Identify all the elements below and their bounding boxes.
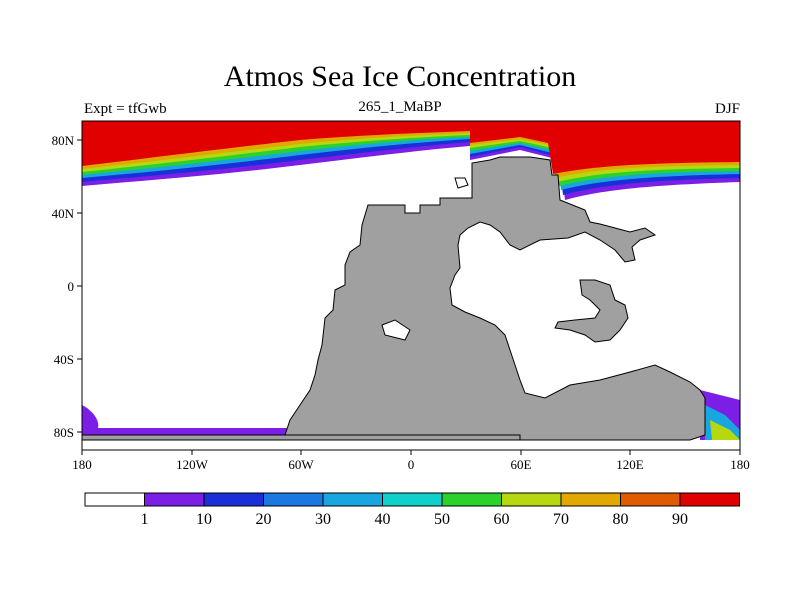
x-tick-label: 60W — [288, 457, 314, 472]
colorbar-swatch — [84, 492, 145, 507]
y-tick-label: 80N — [52, 133, 75, 148]
colorbar-swatch — [203, 492, 264, 507]
arctic-ice-west — [82, 121, 470, 186]
colorbar-swatch — [322, 492, 383, 507]
colorbar-label: 10 — [196, 511, 212, 528]
colorbar-labels: 1 10 20 30 40 50 60 70 80 90 — [141, 511, 689, 528]
land-masses — [82, 156, 706, 441]
pangaea-continent — [82, 156, 706, 441]
colorbar-swatch — [382, 492, 443, 507]
colorbar — [84, 492, 740, 507]
period-label: 265_1_MaBP — [358, 99, 442, 115]
colorbar-label: 20 — [256, 511, 272, 528]
antarctica — [82, 434, 521, 441]
x-axis-labels: 180 120W 60W 0 60E 120E 180 — [72, 457, 750, 472]
y-tick-label: 40N — [52, 206, 75, 221]
x-tick-label: 180 — [72, 457, 92, 472]
arctic-ice-east — [470, 121, 740, 200]
experiment-label: Expt = tfGwb — [84, 101, 167, 117]
colorbar-swatch — [679, 492, 740, 507]
colorbar-swatch — [620, 492, 681, 507]
colorbar-label: 30 — [315, 511, 331, 528]
x-tick-label: 0 — [408, 457, 415, 472]
colorbar-label: 40 — [375, 511, 391, 528]
map-plot-area — [82, 121, 740, 450]
colorbar-label: 1 — [141, 511, 149, 528]
colorbar-swatch — [144, 492, 205, 507]
y-tick-label: 80S — [54, 425, 74, 440]
map-title: Atmos Sea Ice Concentration — [223, 60, 577, 93]
x-tick-label: 120W — [176, 457, 209, 472]
colorbar-swatch — [560, 492, 621, 507]
colorbar-label: 70 — [553, 511, 569, 528]
eastern-island — [554, 279, 629, 343]
colorbar-label: 80 — [613, 511, 629, 528]
x-tick-label: 120E — [616, 457, 644, 472]
colorbar-swatch — [441, 492, 502, 507]
colorbar-swatch — [501, 492, 562, 507]
colorbar-label: 90 — [672, 511, 688, 528]
x-tick-label: 60E — [511, 457, 532, 472]
colorbar-label: 60 — [494, 511, 510, 528]
axis-ticks — [77, 139, 741, 455]
season-label: DJF — [714, 101, 740, 117]
y-axis-labels: 80N 40N 0 40S 80S — [52, 133, 75, 440]
colorbar-swatch — [263, 492, 324, 507]
x-tick-label: 180 — [730, 457, 750, 472]
y-tick-label: 0 — [68, 279, 75, 294]
y-tick-label: 40S — [54, 352, 74, 367]
colorbar-label: 50 — [434, 511, 450, 528]
